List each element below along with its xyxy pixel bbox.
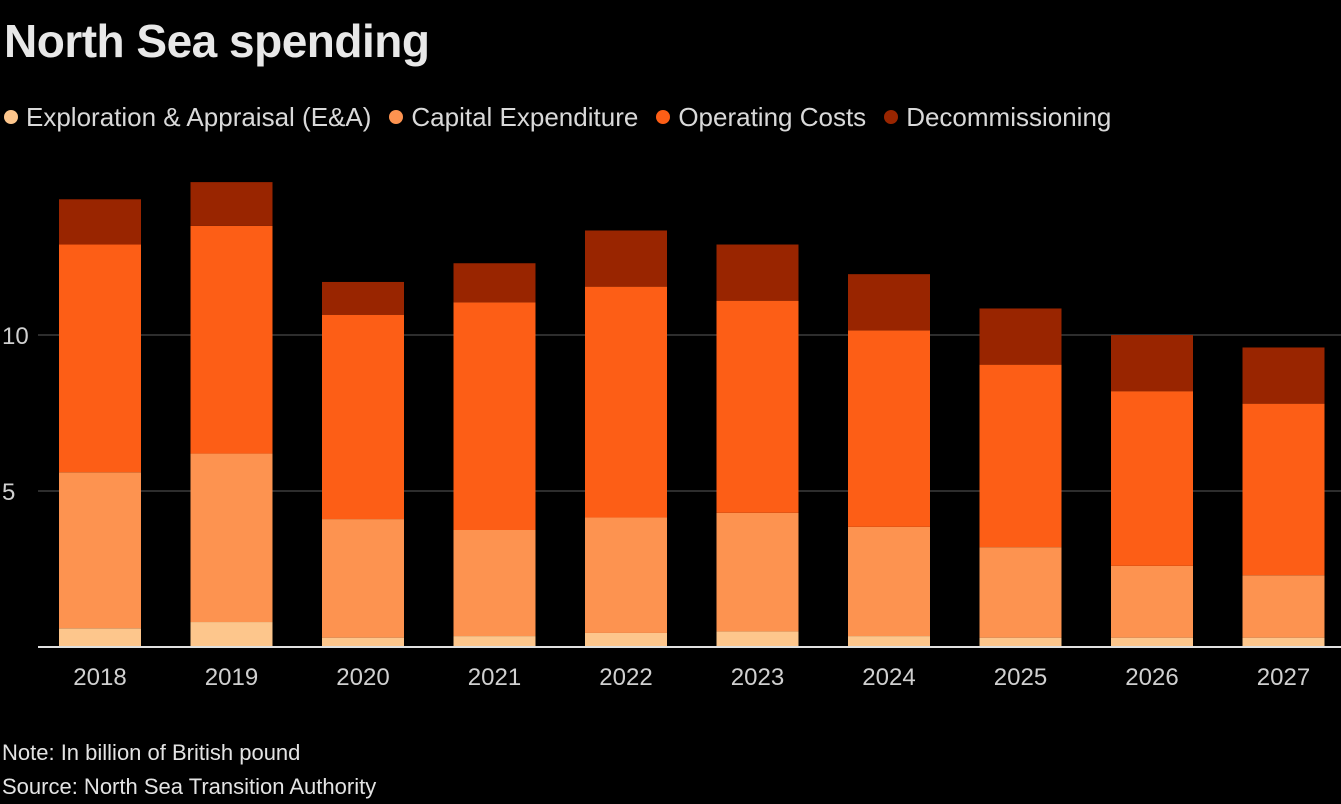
bar-2020-decommissioning: [322, 281, 404, 315]
bar-2024-exploration-appraisal-e-a: [848, 636, 930, 647]
x-tick-label-2020: 2020: [336, 664, 389, 691]
x-tick-label-2021: 2021: [468, 664, 521, 691]
bar-2023-operating-costs: [716, 300, 799, 513]
bar-2027-decommissioning: [1242, 347, 1325, 404]
legend-label-opex: Operating Costs: [678, 101, 867, 132]
y-tick-label-10: 10: [2, 323, 29, 350]
bar-2021-capital-expenditure: [453, 530, 536, 637]
bar-2019-decommissioning: [190, 182, 273, 226]
legend-item-decommissioning: Decommissioning: [884, 102, 1111, 133]
bar-2026-operating-costs: [1111, 391, 1193, 566]
bar-2024-operating-costs: [848, 330, 930, 527]
bar-2020-exploration-appraisal-e-a: [322, 637, 404, 647]
x-tick-label-2023: 2023: [731, 664, 784, 691]
legend-label-capex: Capital Expenditure: [411, 101, 639, 132]
legend-item-opex: Operating Costs: [656, 102, 866, 133]
x-tick-label-2019: 2019: [205, 664, 258, 691]
x-tick-label-2022: 2022: [599, 664, 652, 691]
bar-2025-capital-expenditure: [979, 547, 1062, 638]
bar-2022-exploration-appraisal-e-a: [585, 632, 667, 647]
bar-2026-decommissioning: [1111, 335, 1193, 392]
bar-2027-capital-expenditure: [1242, 575, 1325, 638]
legend-swatch-exploration: [4, 110, 18, 124]
bar-2018-decommissioning: [59, 199, 141, 245]
bar-2025-decommissioning: [979, 308, 1062, 365]
legend-swatch-opex: [656, 110, 671, 124]
bar-2021-decommissioning: [453, 263, 536, 303]
chart-note: Note: In billion of British pound: [2, 740, 301, 765]
bar-2023-decommissioning: [716, 244, 799, 301]
bar-2025-exploration-appraisal-e-a: [979, 637, 1062, 647]
bar-2021-exploration-appraisal-e-a: [453, 636, 536, 647]
x-tick-label-2025: 2025: [994, 664, 1047, 691]
bar-2024-capital-expenditure: [848, 526, 930, 637]
bar-2027-operating-costs: [1242, 403, 1325, 576]
x-tick-label-2026: 2026: [1125, 664, 1178, 691]
bar-2018-capital-expenditure: [59, 472, 141, 629]
legend: Exploration & Appraisal (E&A) Capital Ex…: [4, 100, 1129, 134]
x-tick-label-2018: 2018: [73, 664, 126, 691]
legend-item-exploration: Exploration & Appraisal (E&A): [4, 102, 371, 133]
bar-2020-operating-costs: [322, 314, 404, 520]
bar-2022-operating-costs: [585, 286, 667, 518]
x-tick-label-2027: 2027: [1257, 664, 1310, 691]
bar-2027-exploration-appraisal-e-a: [1242, 637, 1325, 647]
legend-swatch-capex: [389, 110, 404, 124]
chart-source: Source: North Sea Transition Authority: [2, 774, 377, 799]
bar-2023-capital-expenditure: [716, 512, 799, 632]
bar-2026-capital-expenditure: [1111, 565, 1193, 638]
bar-2021-operating-costs: [453, 302, 536, 530]
bar-2023-exploration-appraisal-e-a: [716, 631, 799, 647]
chart-title: North Sea spending: [4, 15, 430, 67]
bar-2018-exploration-appraisal-e-a: [59, 628, 141, 647]
bar-2018-operating-costs: [59, 244, 141, 473]
bar-2025-operating-costs: [979, 364, 1062, 548]
bar-2019-operating-costs: [190, 225, 273, 454]
bar-2022-decommissioning: [585, 230, 667, 287]
bar-2019-capital-expenditure: [190, 453, 273, 623]
legend-item-capex: Capital Expenditure: [389, 102, 638, 133]
legend-swatch-decommissioning: [884, 110, 899, 124]
bar-2019-exploration-appraisal-e-a: [190, 622, 273, 647]
legend-label-decommissioning: Decommissioning: [906, 101, 1112, 132]
y-tick-label-5: 5: [2, 479, 15, 506]
bar-2022-capital-expenditure: [585, 517, 667, 633]
bar-2020-capital-expenditure: [322, 519, 404, 638]
x-tick-label-2024: 2024: [862, 664, 915, 691]
bar-2024-decommissioning: [848, 274, 930, 331]
legend-label-exploration: Exploration & Appraisal (E&A): [26, 101, 372, 132]
bar-2026-exploration-appraisal-e-a: [1111, 637, 1193, 647]
